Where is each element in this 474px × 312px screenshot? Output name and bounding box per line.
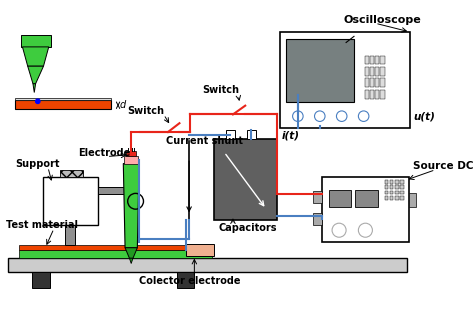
Bar xyxy=(401,196,404,199)
Text: i(t): i(t) xyxy=(282,130,300,140)
Bar xyxy=(390,191,393,194)
Text: Electrode: Electrode xyxy=(79,148,131,158)
Bar xyxy=(395,185,399,189)
Bar xyxy=(126,151,137,156)
Bar xyxy=(390,180,393,184)
Bar xyxy=(247,130,256,139)
Bar xyxy=(365,78,369,87)
Bar xyxy=(355,190,378,207)
Bar xyxy=(380,67,385,76)
Text: Capacitors: Capacitors xyxy=(219,223,277,233)
Bar xyxy=(124,156,138,163)
Bar xyxy=(21,36,51,47)
Bar xyxy=(19,245,212,251)
Bar xyxy=(365,90,369,99)
Bar xyxy=(395,180,399,184)
Bar xyxy=(226,130,235,139)
Bar xyxy=(64,225,75,245)
Bar xyxy=(19,251,212,258)
Bar xyxy=(98,187,124,194)
Bar xyxy=(313,191,321,203)
Bar xyxy=(401,191,404,194)
Bar xyxy=(390,185,393,189)
Bar xyxy=(375,67,379,76)
Bar xyxy=(186,244,214,256)
Text: Current shunt: Current shunt xyxy=(166,136,243,146)
Text: Oscilloscope: Oscilloscope xyxy=(344,15,421,25)
Bar xyxy=(380,78,385,87)
Bar xyxy=(401,185,404,189)
Bar xyxy=(375,56,379,65)
Circle shape xyxy=(36,99,40,104)
Bar xyxy=(401,180,404,184)
Polygon shape xyxy=(27,66,44,84)
Bar xyxy=(177,272,194,288)
Text: Switch: Switch xyxy=(202,85,239,95)
Bar xyxy=(395,196,399,199)
Bar xyxy=(280,32,410,129)
Bar xyxy=(328,190,351,207)
Bar xyxy=(390,196,393,199)
Bar xyxy=(15,98,111,100)
Text: Colector electrode: Colector electrode xyxy=(139,276,241,286)
Bar xyxy=(60,170,83,177)
Bar xyxy=(375,78,379,87)
Text: Support: Support xyxy=(16,158,60,168)
Bar xyxy=(385,191,388,194)
Bar xyxy=(409,193,416,207)
Bar xyxy=(385,196,388,199)
Bar xyxy=(380,90,385,99)
Polygon shape xyxy=(33,84,36,92)
Text: Switch: Switch xyxy=(127,106,164,116)
Bar xyxy=(214,139,277,220)
Bar xyxy=(370,56,374,65)
Polygon shape xyxy=(125,248,137,258)
Polygon shape xyxy=(129,258,133,264)
Bar xyxy=(313,213,321,225)
Bar xyxy=(395,191,399,194)
Text: Test material: Test material xyxy=(6,220,78,230)
Bar xyxy=(385,180,388,184)
Bar xyxy=(44,177,98,225)
Bar xyxy=(385,185,388,189)
Bar xyxy=(380,56,385,65)
Polygon shape xyxy=(22,47,49,66)
Bar xyxy=(370,78,374,87)
Bar xyxy=(370,67,374,76)
Bar xyxy=(32,272,50,288)
Bar xyxy=(365,67,369,76)
Text: u(t): u(t) xyxy=(414,111,436,121)
Polygon shape xyxy=(123,163,139,248)
Text: d: d xyxy=(120,100,126,110)
Bar xyxy=(9,258,408,272)
Bar xyxy=(375,90,379,99)
Bar xyxy=(285,39,354,102)
Text: Source DC: Source DC xyxy=(413,161,473,171)
Bar xyxy=(370,90,374,99)
Bar xyxy=(15,100,111,109)
Bar xyxy=(321,177,409,242)
Bar xyxy=(365,56,369,65)
